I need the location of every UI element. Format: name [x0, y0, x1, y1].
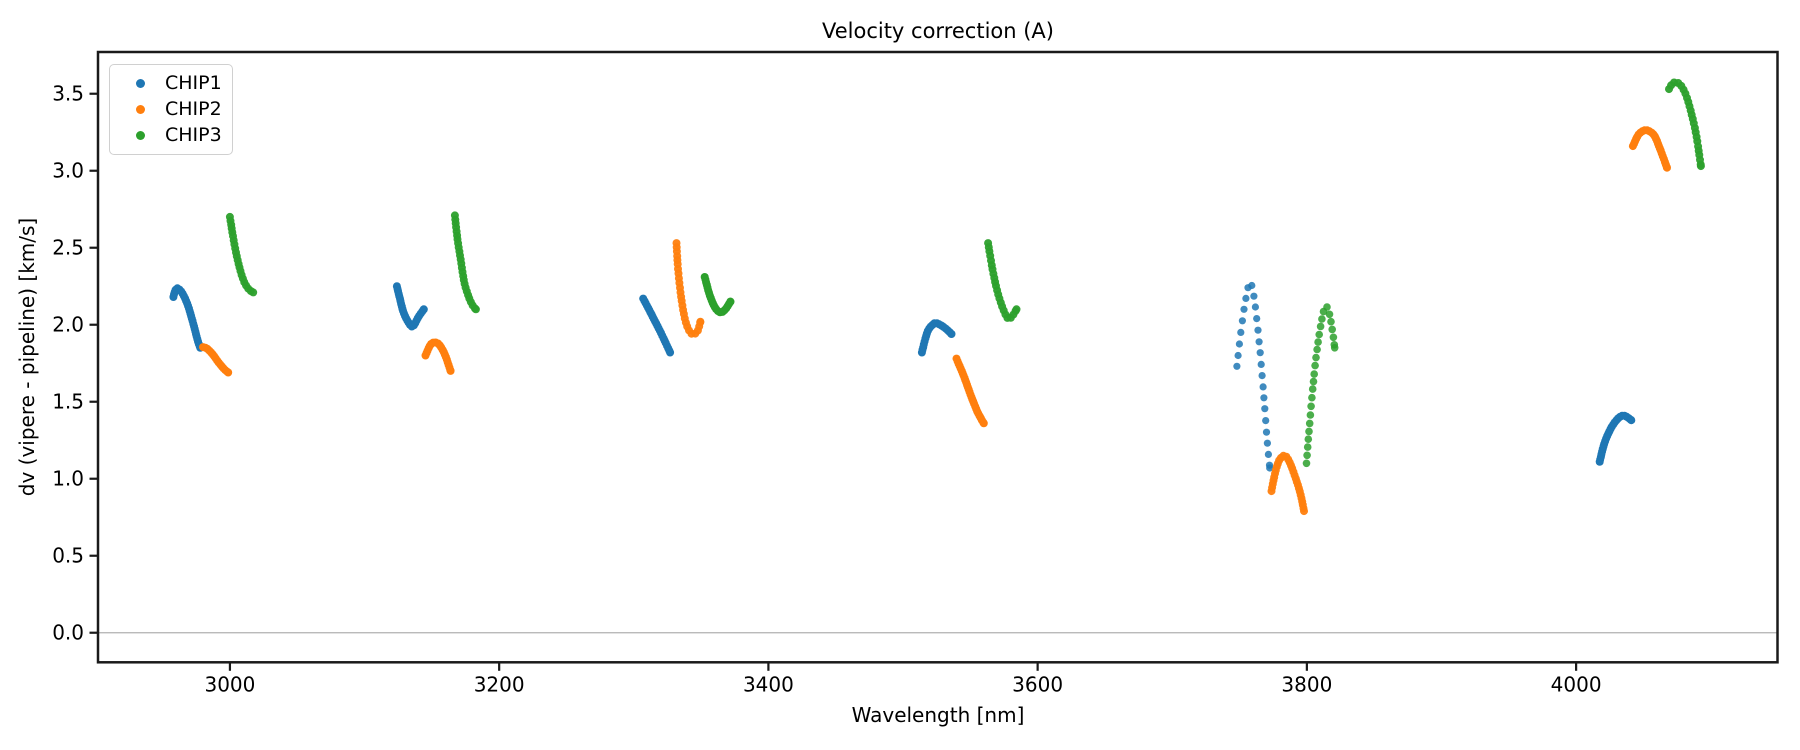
- y-tick-label: 1.5: [52, 390, 84, 414]
- y-tick-label: 2.5: [52, 236, 84, 260]
- data-point: [1233, 362, 1241, 370]
- data-point: [1310, 370, 1318, 378]
- x-tick-label: 3600: [1012, 672, 1063, 696]
- data-point: [1313, 345, 1321, 354]
- legend-marker-icon: [136, 79, 145, 89]
- data-point: [1327, 317, 1335, 326]
- data-point: [1255, 338, 1263, 346]
- data-point: [1303, 443, 1312, 451]
- data-point: [1250, 292, 1258, 300]
- data-point: [1306, 411, 1315, 419]
- data-point: [1254, 326, 1262, 334]
- data-point: [1262, 417, 1270, 425]
- data-point: [1323, 303, 1331, 311]
- data-point: [1309, 377, 1318, 386]
- data-point: [726, 297, 735, 306]
- data-point: [1330, 344, 1339, 352]
- data-point: [224, 368, 233, 377]
- data-point: [979, 419, 988, 428]
- data-point: [696, 317, 705, 326]
- y-tick-label: 0.0: [52, 621, 84, 645]
- data-point: [1263, 439, 1271, 447]
- data-point: [1242, 294, 1250, 302]
- data-point: [419, 305, 428, 314]
- data-point: [1311, 361, 1319, 370]
- y-tick-label: 3.5: [52, 82, 84, 106]
- series-CHIP2: [199, 126, 1671, 516]
- data-point: [1262, 428, 1271, 436]
- x-tick-label: 3400: [743, 672, 794, 696]
- legend-item-chip1: CHIP1: [120, 74, 222, 93]
- y-tick-label: 0.5: [52, 544, 84, 568]
- y-tick-label: 1.0: [52, 467, 84, 491]
- data-point: [1329, 333, 1338, 342]
- data-point: [1316, 322, 1325, 331]
- page-title: Velocity correction (A): [821, 19, 1054, 43]
- data-point: [1237, 328, 1245, 336]
- plot-border: [96, 50, 1779, 664]
- data-point: [1253, 315, 1261, 323]
- legend: CHIP1 CHIP2 CHIP3: [109, 64, 233, 155]
- data-point: [1305, 427, 1313, 436]
- data-point: [1256, 349, 1264, 357]
- data-point: [1305, 419, 1314, 428]
- data-point: [1235, 340, 1243, 348]
- data-point: [1300, 507, 1308, 516]
- data-point: [1261, 405, 1269, 413]
- data-point: [1234, 351, 1242, 360]
- data-point: [249, 288, 258, 297]
- y-tick-label: 3.0: [52, 159, 84, 183]
- data-point: [1627, 416, 1636, 425]
- data-point: [446, 366, 455, 375]
- data-point: [1302, 459, 1311, 468]
- series-CHIP1: [169, 281, 1636, 472]
- legend-item-chip3: CHIP3: [120, 123, 222, 146]
- data-point: [1663, 163, 1671, 172]
- x-axis-label: Wavelength [nm]: [851, 703, 1025, 727]
- data-point: [1314, 338, 1322, 346]
- data-point: [1257, 360, 1265, 368]
- data-point: [1308, 385, 1317, 393]
- x-tick-label: 4000: [1551, 672, 1602, 696]
- legend-item-chip2: CHIP2: [120, 97, 222, 120]
- data-point: [471, 305, 480, 314]
- data-point: [1312, 353, 1320, 362]
- data-point: [1303, 451, 1311, 460]
- data-point: [1266, 464, 1274, 472]
- data-point: [1696, 162, 1705, 171]
- data-point: [1240, 305, 1248, 313]
- legend-label: CHIP3: [165, 123, 222, 146]
- x-tick-label: 3200: [474, 672, 525, 696]
- x-tick-label: 3800: [1281, 672, 1332, 696]
- data-point: [1238, 317, 1246, 325]
- data-point: [1304, 435, 1313, 444]
- data-point: [947, 330, 956, 338]
- data-point: [1251, 303, 1259, 311]
- data-point: [1307, 402, 1315, 411]
- data-point: [1264, 450, 1272, 458]
- y-tick-label: 2.0: [52, 313, 84, 337]
- data-point: [1325, 310, 1334, 319]
- legend-label: CHIP2: [165, 97, 222, 120]
- data-point: [1248, 281, 1256, 290]
- data-point: [1328, 325, 1336, 334]
- data-point: [1012, 305, 1021, 314]
- data-point: [1308, 393, 1316, 402]
- legend-label: CHIP1: [165, 72, 222, 95]
- data-point: [1318, 315, 1326, 323]
- data-point: [1315, 330, 1323, 339]
- y-axis-label: dv (vipere - pipeline) [km/s]: [15, 217, 39, 497]
- data-point: [1259, 383, 1267, 391]
- legend-marker-icon: [136, 130, 145, 140]
- x-tick-label: 3000: [204, 672, 255, 696]
- data-point: [1258, 372, 1266, 380]
- series-CHIP3: [225, 78, 1705, 468]
- data-point: [666, 348, 675, 357]
- legend-marker-icon: [136, 104, 145, 114]
- data-point: [1260, 394, 1268, 402]
